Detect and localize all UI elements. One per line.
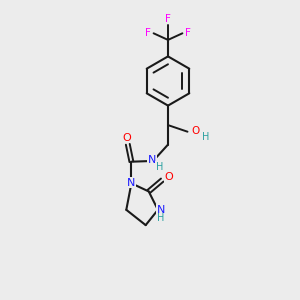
Text: N: N (157, 205, 165, 215)
Text: O: O (164, 172, 173, 182)
Text: O: O (123, 133, 132, 143)
Text: H: H (157, 213, 165, 223)
Text: N: N (127, 178, 135, 188)
Text: O: O (192, 126, 200, 136)
Text: H: H (156, 161, 163, 172)
Text: H: H (202, 132, 209, 142)
Text: F: F (145, 28, 151, 38)
Text: F: F (185, 28, 191, 38)
Text: F: F (165, 14, 171, 24)
Text: N: N (148, 155, 156, 165)
